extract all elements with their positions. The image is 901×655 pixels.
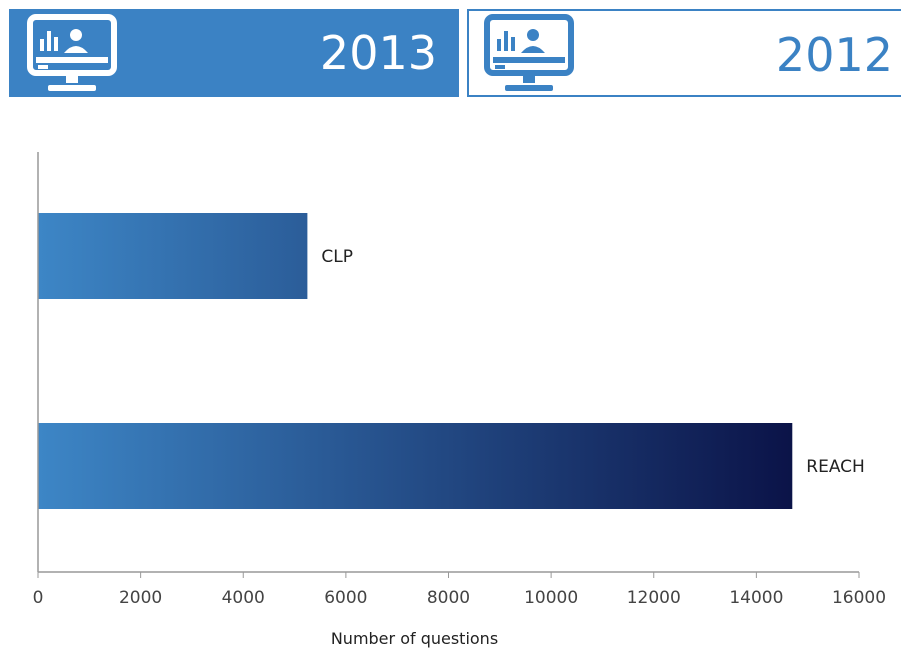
x-tick-label: 16000	[832, 588, 886, 608]
bar-label-clp: CLP	[321, 247, 353, 267]
bar-clp	[38, 213, 307, 299]
tab-year-label: 2012	[776, 27, 893, 83]
x-tick-label: 14000	[729, 588, 783, 608]
bar-label-reach: REACH	[806, 457, 865, 477]
bar-reach	[38, 423, 792, 509]
x-tick-label: 12000	[627, 588, 681, 608]
x-tick-label: 4000	[222, 588, 265, 608]
tab-year-label: 2013	[320, 25, 437, 81]
x-tick-label: 6000	[324, 588, 367, 608]
x-axis-title: Number of questions	[331, 629, 498, 648]
monitor-chart-user-icon	[483, 13, 575, 101]
x-tick-label: 2000	[119, 588, 162, 608]
tab-2013[interactable]: 2013	[9, 9, 459, 97]
x-tick-label: 8000	[427, 588, 470, 608]
x-tick-label: 0	[33, 588, 44, 608]
monitor-chart-user-icon	[26, 13, 118, 101]
tab-2012[interactable]: 2012	[467, 9, 901, 97]
bar-chart: CLP REACH 0 2000 4000 6000 8000 10000 12000 1400…	[0, 140, 901, 655]
x-tick-label: 10000	[524, 588, 578, 608]
